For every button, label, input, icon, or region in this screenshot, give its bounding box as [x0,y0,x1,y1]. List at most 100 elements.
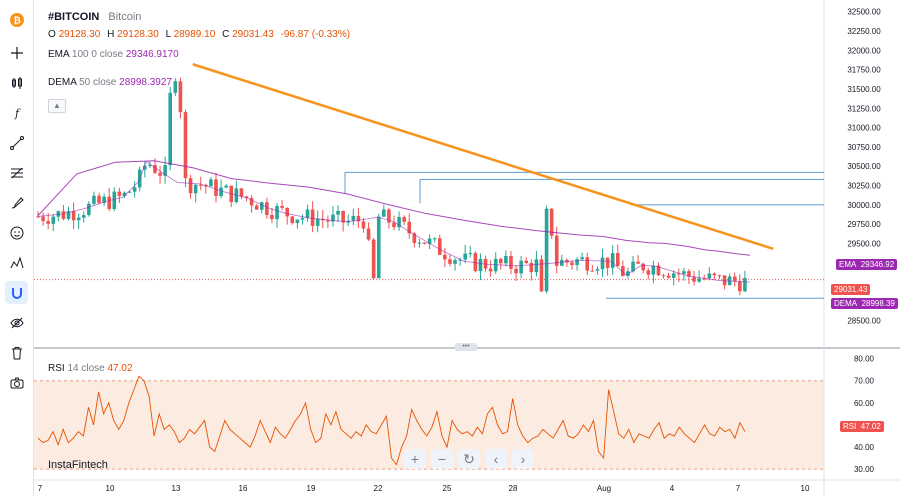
price-tick-label: 32500.00 [847,8,881,17]
time-tick-label: 22 [374,484,383,493]
price-tick-label: 31250.00 [847,104,881,113]
dema-legend[interactable]: DEMA 50 close 28998.3927 [48,77,172,88]
zoom-out-button[interactable]: − [431,449,453,469]
crosshair-icon[interactable] [5,41,28,64]
candle-body [326,220,330,222]
emoji-icon[interactable] [5,221,28,244]
candle-body [397,216,401,228]
chart-area[interactable]: 32500.00 32250.00 32000.00 31750.00 31500.00… [34,0,900,496]
trash-icon[interactable] [5,341,28,364]
candle-body [214,179,218,197]
candle-body [188,178,193,194]
rsi-value: 47.02 [107,363,133,374]
candle-body [677,273,681,275]
candle-body [259,202,264,210]
candle-body [376,216,381,279]
candle-body [524,260,529,264]
candle-body [743,277,747,292]
dema-value: 28998.3927 [119,77,172,88]
symbol: #BITCOIN [48,11,100,23]
svg-text:₿: ₿ [13,15,20,25]
candle-body [641,263,645,271]
candle-body [173,81,178,93]
scroll-left-button[interactable]: ‹ [485,449,507,469]
candle-body [387,209,391,223]
candle-body [122,192,127,196]
candle-body [702,278,707,280]
candle-body [738,281,742,292]
rsi-tick-label: 70.00 [854,377,875,386]
candles-icon[interactable] [5,71,28,94]
candle-body [580,257,584,260]
high-value: 29128.30 [117,29,159,40]
fx-icon[interactable]: f [5,101,28,124]
candle-body [697,278,701,282]
reset-chart-button[interactable]: ↻ [458,449,480,469]
rsi-line [37,375,746,466]
candle-body [509,255,513,269]
candle-body [315,218,320,226]
rsi-tick-label: 40.00 [854,443,875,452]
candle-body [117,191,122,196]
time-tick-label: 19 [307,484,316,493]
candle-body [651,265,656,275]
brush-icon[interactable] [5,191,28,214]
time-tick-label: 25 [443,484,452,493]
candle-body [305,209,310,218]
candle-body [437,238,442,255]
symbol-name: Bitcoin [108,11,142,23]
candle-body [422,242,427,244]
candle-body [351,215,356,221]
candle-body [514,268,518,274]
ema-value: 29346.9170 [125,49,179,60]
pane-resize-handle[interactable]: ••• [455,343,477,351]
candle-body [112,191,117,210]
candle-body [275,205,279,220]
candle-body [76,217,81,221]
ema-legend[interactable]: EMA 100 0 close 29346.9170 [48,49,179,60]
bitcoin-logo-icon: ₿ [5,8,28,31]
candle-body [265,202,269,215]
candle-body [382,209,386,217]
candle-body [249,197,254,206]
candle-body [97,195,101,203]
candle-body [544,208,549,292]
candle-body [361,221,366,229]
scroll-right-button[interactable]: › [512,449,534,469]
candle-body [331,214,335,222]
candle-body [585,257,590,271]
candle-body [687,271,691,277]
candle-body [66,211,71,219]
eye-off-icon[interactable] [5,311,28,334]
trend-line-icon[interactable] [5,131,28,154]
rsi-legend[interactable]: RSI 14 close 47.02 [48,363,133,374]
zoom-in-button[interactable]: + [404,449,426,469]
time-tick-label: 10 [801,484,810,493]
time-tick-label: 28 [509,484,518,493]
candle-body [600,257,605,270]
collapse-legend-button[interactable]: ▲ [48,99,66,113]
candle-body [407,221,412,234]
candle-body [285,207,289,217]
candle-body [621,266,625,276]
candle-body [722,275,727,286]
watermark: InstaFintech [48,459,108,471]
candle-body [356,215,361,222]
camera-icon[interactable] [5,371,28,394]
candle-body [270,214,274,220]
ohlc-legend: O 29128.30 H 29128.30 L 28989.10 C 29031… [48,29,351,40]
candle-body [168,92,173,166]
candle-body [646,270,651,275]
magnet-icon[interactable] [5,281,28,304]
candle-body [127,191,132,193]
candle-body [178,81,183,113]
chart-svg[interactable]: 32500.00 32250.00 32000.00 31750.00 31500.00… [34,0,900,496]
candle-body [341,211,345,223]
candle-body [193,184,198,194]
candle-body [224,185,228,188]
fib-icon[interactable] [5,161,28,184]
pattern-icon[interactable] [5,251,28,274]
candle-body [209,179,213,187]
candle-body [590,270,595,272]
drawing-toolbar: ₿ f [0,0,34,496]
